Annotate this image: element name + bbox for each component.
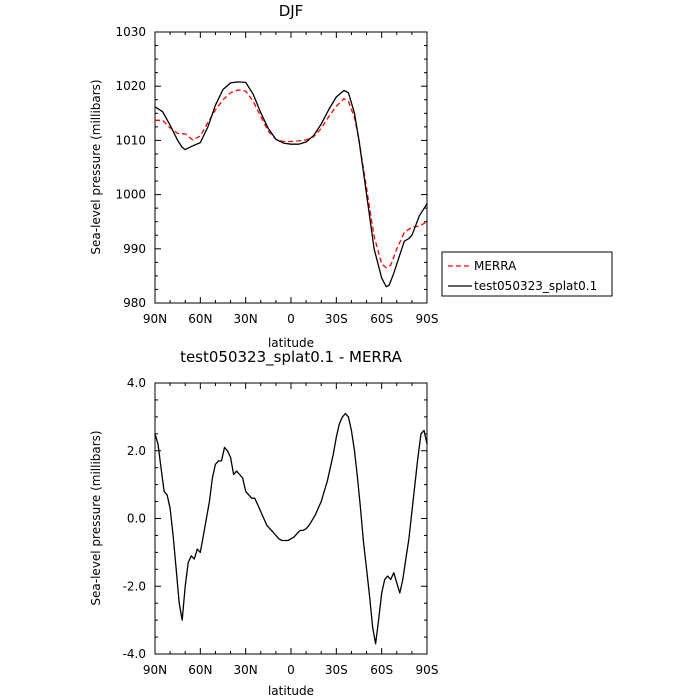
x-tick-label: 0	[287, 663, 295, 677]
series-line-merra	[155, 89, 428, 269]
x-tick-label: 0	[287, 312, 295, 326]
y-tick-label: 4.0	[127, 376, 146, 390]
legend-label-merra: MERRA	[474, 259, 517, 273]
legend-label-test: test050323_splat0.1	[474, 279, 597, 293]
x-axis-label: latitude	[268, 336, 314, 350]
series-group	[154, 81, 428, 288]
legend-box	[441, 251, 613, 297]
x-tick-label: 30N	[234, 312, 258, 326]
series-line-test	[154, 81, 428, 288]
x-tick-label: 90S	[416, 312, 439, 326]
panel-title: DJF	[279, 2, 304, 20]
djf-pressure-panel: DJF 90N 60N 30N 0 30S 60S 90S 980 990 1000 1010 102…	[89, 2, 438, 350]
y-tick-label: 990	[123, 242, 146, 256]
x-tick-label: 30N	[234, 663, 258, 677]
y-tick-label: 0.0	[127, 512, 146, 526]
x-tick-label: 60N	[188, 312, 212, 326]
legend: MERRA test050323_splat0.1	[441, 251, 613, 297]
tick-labels: 90N 60N 30N 0 30S 60S 90S -4.0 -2.0 0.0 2.0 4.0	[123, 376, 439, 677]
y-tick-label: 1010	[115, 133, 146, 147]
plot-frame	[154, 31, 428, 304]
series-line-difference	[154, 412, 428, 645]
panel-title: test050323_splat0.1 - MERRA	[180, 348, 403, 367]
x-tick-label: 60N	[188, 663, 212, 677]
tick-marks	[154, 382, 428, 655]
x-tick-label: 60S	[370, 663, 393, 677]
x-axis-label: latitude	[268, 684, 314, 698]
y-tick-label: 1020	[115, 79, 146, 93]
x-tick-label: 30S	[325, 663, 348, 677]
difference-panel: test050323_splat0.1 - MERRA 90N 60N 30N 0 30…	[89, 348, 438, 698]
x-tick-label: 90S	[416, 663, 439, 677]
y-axis-label: Sea-level pressure (millibars)	[89, 430, 103, 605]
tick-labels: 90N 60N 30N 0 30S 60S 90S 980 990 1000 1010 1020 103…	[115, 25, 438, 326]
x-tick-label: 30S	[325, 312, 348, 326]
x-tick-label: 60S	[370, 312, 393, 326]
y-tick-label: 2.0	[127, 444, 146, 458]
series-group	[154, 412, 428, 645]
tick-marks	[154, 31, 428, 304]
y-tick-label: -4.0	[123, 647, 146, 661]
y-tick-label: -2.0	[123, 579, 146, 593]
y-tick-label: 980	[123, 296, 146, 310]
y-tick-label: 1000	[115, 188, 146, 202]
y-tick-label: 1030	[115, 25, 146, 39]
x-tick-label: 90N	[143, 663, 167, 677]
plot-frame	[154, 382, 428, 655]
x-tick-label: 90N	[143, 312, 167, 326]
y-axis-label: Sea-level pressure (millibars)	[89, 79, 103, 254]
